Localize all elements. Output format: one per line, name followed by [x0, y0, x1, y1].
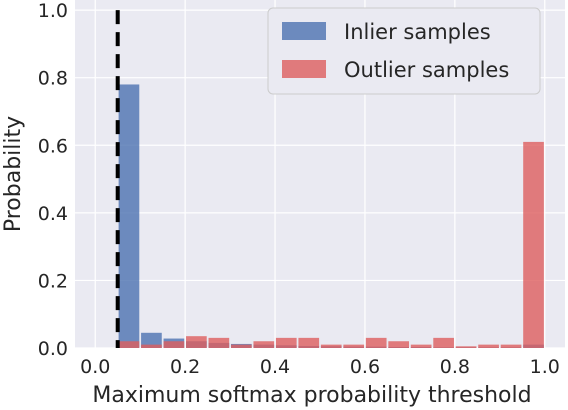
legend-swatch-inlier	[282, 22, 326, 40]
outlier-bar	[208, 337, 230, 348]
x-tick-label: 0.8	[440, 356, 470, 378]
outlier-bar	[343, 344, 365, 348]
legend-label-outlier: Outlier samples	[344, 58, 509, 82]
outlier-bar	[118, 341, 140, 348]
outlier-bar	[320, 344, 342, 348]
outlier-bar	[388, 341, 410, 348]
outlier-bars	[118, 141, 544, 348]
outlier-bar	[523, 141, 544, 348]
legend-swatch-outlier	[282, 60, 326, 78]
outlier-bar	[410, 344, 432, 348]
outlier-bar	[500, 344, 522, 348]
outlier-bar	[163, 341, 185, 348]
outlier-bar	[275, 337, 297, 348]
outlier-bar	[455, 346, 477, 348]
y-tick-label: 0.8	[38, 68, 68, 90]
x-tick-labels: 0.0 0.2 0.4 0.6 0.8 1.0	[80, 356, 560, 378]
y-tick-label: 0.4	[38, 203, 68, 225]
legend: Inlier samples Outlier samples	[267, 7, 541, 95]
inlier-bar	[141, 332, 162, 348]
x-tick-label: 0.2	[170, 356, 200, 378]
x-tick-label: 0.0	[80, 356, 110, 378]
y-axis-label: Probability	[1, 116, 26, 232]
y-tick-label: 0.6	[38, 135, 68, 157]
y-tick-labels: 0.0 0.2 0.4 0.6 0.8 1.0	[38, 0, 68, 360]
x-tick-label: 0.4	[260, 356, 290, 378]
outlier-bar	[365, 337, 387, 348]
x-axis-label: Maximum softmax probability threshold	[92, 383, 531, 408]
legend-label-inlier: Inlier samples	[344, 20, 491, 44]
inlier-bar	[118, 84, 140, 349]
outlier-bar	[253, 341, 275, 348]
outlier-bar	[230, 344, 252, 348]
outlier-bar	[433, 337, 454, 348]
y-tick-label: 0.0	[38, 338, 68, 360]
outlier-bar	[298, 337, 320, 348]
legend-box	[267, 7, 541, 95]
y-tick-label: 0.2	[38, 270, 68, 292]
y-tick-label: 1.0	[38, 0, 68, 22]
x-tick-label: 1.0	[530, 356, 560, 378]
x-tick-label: 0.6	[350, 356, 380, 378]
outlier-bar	[478, 344, 499, 348]
outlier-bar	[141, 344, 162, 348]
outlier-bar	[186, 336, 207, 348]
